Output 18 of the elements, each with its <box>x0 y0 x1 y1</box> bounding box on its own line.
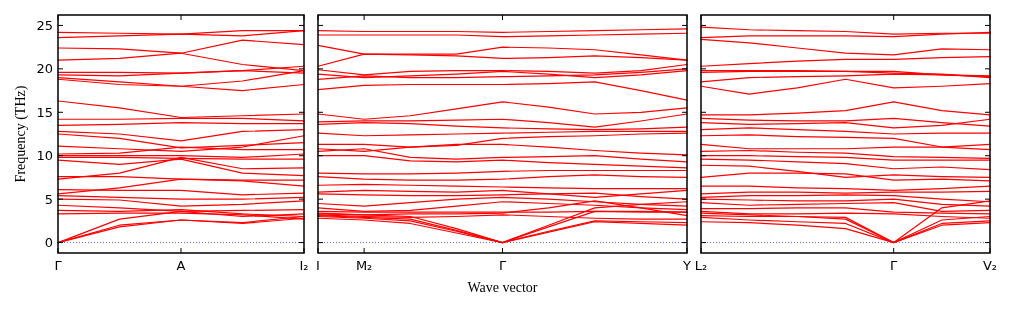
y-tick-label: 0 <box>44 235 53 251</box>
x-tick-label: L₂ <box>694 258 708 273</box>
x-tick-label: I <box>316 258 320 273</box>
x-tick-label: I₂ <box>299 258 309 273</box>
x-tick-label: M₂ <box>355 258 373 273</box>
y-axis-title: Frequency (THz) <box>13 85 29 183</box>
x-tick-label: Γ <box>54 258 63 273</box>
y-tick-label: 25 <box>36 17 53 33</box>
x-tick-label: V₂ <box>982 258 998 273</box>
y-tick-label: 5 <box>44 191 53 207</box>
y-tick-label: 15 <box>36 104 53 120</box>
x-tick-label: Γ <box>890 258 899 273</box>
x-tick-label: Y <box>682 258 692 273</box>
x-axis-title: Wave vector <box>467 280 538 295</box>
y-tick-label: 20 <box>36 61 53 77</box>
x-tick-label: Γ <box>498 258 507 273</box>
x-tick-label: A <box>176 258 186 273</box>
y-tick-label: 10 <box>36 148 53 164</box>
